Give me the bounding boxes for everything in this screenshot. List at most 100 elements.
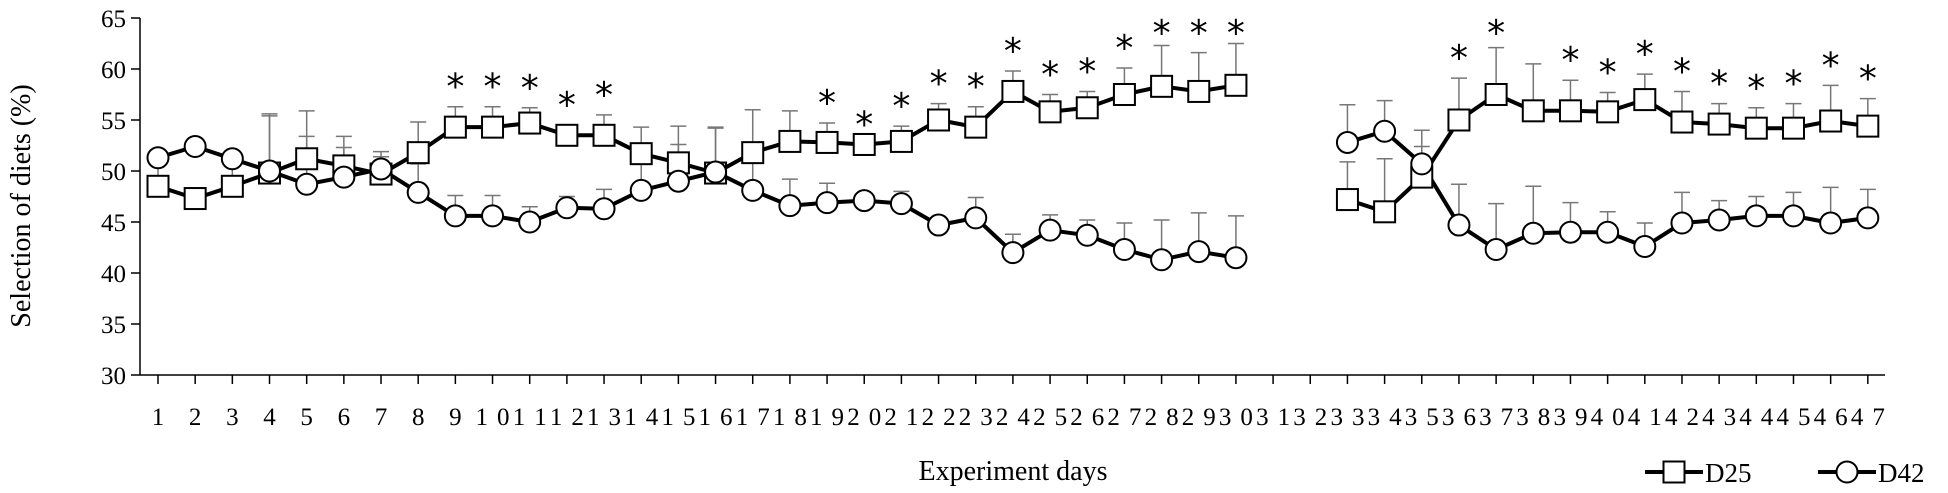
series-markers bbox=[146, 73, 1880, 272]
point-D42 bbox=[1112, 238, 1136, 262]
point-D25 bbox=[1001, 79, 1025, 103]
x-tick-label: 31 bbox=[1256, 404, 1290, 431]
significance-asterisk: * bbox=[818, 83, 836, 124]
point-D25 bbox=[518, 111, 542, 135]
point-D25 bbox=[1856, 114, 1880, 138]
x-tick-label: 38 bbox=[1516, 404, 1550, 431]
point-D42 bbox=[778, 194, 802, 218]
point-D42 bbox=[852, 189, 876, 213]
significance-asterisk: * bbox=[521, 68, 539, 109]
point-D25 bbox=[1447, 108, 1471, 132]
significance-asterisk: * bbox=[1599, 52, 1617, 93]
point-D42 bbox=[1781, 204, 1805, 228]
point-D25 bbox=[927, 108, 951, 132]
x-tick-label: 44 bbox=[1739, 404, 1774, 431]
x-tick-label: 37 bbox=[1479, 404, 1513, 431]
point-D25 bbox=[1596, 100, 1620, 124]
x-tick-label: 1 bbox=[152, 404, 165, 431]
x-tick-label: 6 bbox=[338, 404, 351, 431]
point-D25 bbox=[1335, 188, 1359, 212]
y-axis-label: Selection of diets (%) bbox=[6, 84, 37, 327]
y-tick-label: 65 bbox=[101, 6, 126, 33]
significance-asterisk: * bbox=[1190, 13, 1208, 54]
point-D42 bbox=[1410, 152, 1434, 176]
x-tick-label: 39 bbox=[1553, 404, 1587, 431]
point-D42 bbox=[1856, 206, 1880, 230]
significance-asterisk: * bbox=[595, 75, 613, 116]
legend-item-D25: D25 bbox=[1645, 458, 1752, 488]
significance-asterisk: * bbox=[1710, 64, 1728, 105]
point-D42 bbox=[1038, 218, 1062, 242]
y-tick-label: 40 bbox=[101, 261, 126, 288]
x-tick-label: 8 bbox=[412, 404, 425, 431]
x-axis: 1 2 3 4 5 6 7 8 9 10 11 12 13 14 15 16 17 18 19 20 21 22 23 24 2… bbox=[140, 374, 1885, 431]
point-D25 bbox=[1150, 74, 1174, 98]
x-tick-label: 24 bbox=[996, 404, 1030, 431]
point-D25 bbox=[555, 123, 579, 147]
point-D42 bbox=[1075, 223, 1099, 247]
legend-marker bbox=[1835, 460, 1859, 484]
x-tick-label: 30 bbox=[1219, 404, 1253, 431]
x-tick-label: 19 bbox=[810, 404, 844, 431]
significance-asterisk: * bbox=[1561, 40, 1579, 81]
x-tick-label: 10 bbox=[476, 404, 510, 431]
x-tick-label: 15 bbox=[661, 404, 695, 431]
y-tick-label: 50 bbox=[101, 159, 126, 186]
point-D42 bbox=[481, 204, 505, 228]
point-D42 bbox=[183, 135, 207, 159]
point-D25 bbox=[778, 129, 802, 153]
point-D42 bbox=[1373, 119, 1397, 143]
x-tick-label: 35 bbox=[1405, 404, 1439, 431]
y-axis: 30 35 40 45 50 55 60 65 bbox=[101, 6, 141, 390]
point-D42 bbox=[1596, 220, 1620, 244]
x-tick-label: 5 bbox=[300, 404, 313, 431]
point-D42 bbox=[1558, 220, 1582, 244]
point-D42 bbox=[1447, 213, 1471, 237]
significance-asterisk: * bbox=[1115, 28, 1133, 69]
x-tick-label: 14 bbox=[624, 404, 659, 431]
significance-asterisk: * bbox=[930, 64, 948, 105]
x-tick-label: 40 bbox=[1591, 404, 1625, 431]
point-D25 bbox=[1670, 110, 1694, 134]
x-tick-label: 29 bbox=[1182, 404, 1216, 431]
x-axis-label: Experiment days bbox=[919, 456, 1108, 487]
point-D25 bbox=[964, 115, 988, 139]
legend-marker bbox=[1662, 460, 1686, 484]
x-tick-label: 12 bbox=[550, 404, 584, 431]
significance-asterisk: * bbox=[1487, 13, 1505, 54]
point-D42 bbox=[592, 197, 616, 221]
x-tick-label: 45 bbox=[1776, 404, 1810, 431]
x-tick-label: 34 bbox=[1368, 404, 1403, 431]
point-D25 bbox=[852, 132, 876, 156]
point-D25 bbox=[1038, 100, 1062, 124]
point-D25 bbox=[1707, 112, 1731, 136]
point-D25 bbox=[1075, 96, 1099, 120]
x-tick-label: 11 bbox=[513, 404, 547, 431]
significance-asterisk: * bbox=[484, 67, 502, 108]
point-D25 bbox=[1187, 79, 1211, 103]
point-D42 bbox=[369, 157, 393, 181]
point-D25 bbox=[1744, 116, 1768, 140]
x-tick-label: 43 bbox=[1702, 404, 1736, 431]
x-tick-label: 21 bbox=[884, 404, 918, 431]
point-D25 bbox=[1558, 99, 1582, 123]
point-D42 bbox=[1633, 234, 1657, 258]
point-D42 bbox=[406, 180, 430, 204]
point-D42 bbox=[1001, 241, 1025, 265]
x-tick-label: 23 bbox=[959, 404, 993, 431]
point-D25 bbox=[815, 130, 839, 154]
x-tick-label: 47 bbox=[1851, 404, 1885, 431]
significance-asterisk: * bbox=[1004, 31, 1022, 72]
significance-asterisk: * bbox=[446, 67, 464, 108]
y-tick-label: 35 bbox=[101, 312, 126, 339]
x-tick-label: 18 bbox=[773, 404, 807, 431]
x-tick-label: 42 bbox=[1665, 404, 1699, 431]
point-D42 bbox=[1670, 211, 1694, 235]
point-D25 bbox=[1373, 200, 1397, 224]
point-D25 bbox=[295, 147, 319, 171]
point-D25 bbox=[629, 142, 653, 166]
point-D42 bbox=[1707, 208, 1731, 232]
legend-label: D42 bbox=[1878, 458, 1925, 488]
point-D25 bbox=[592, 123, 616, 147]
